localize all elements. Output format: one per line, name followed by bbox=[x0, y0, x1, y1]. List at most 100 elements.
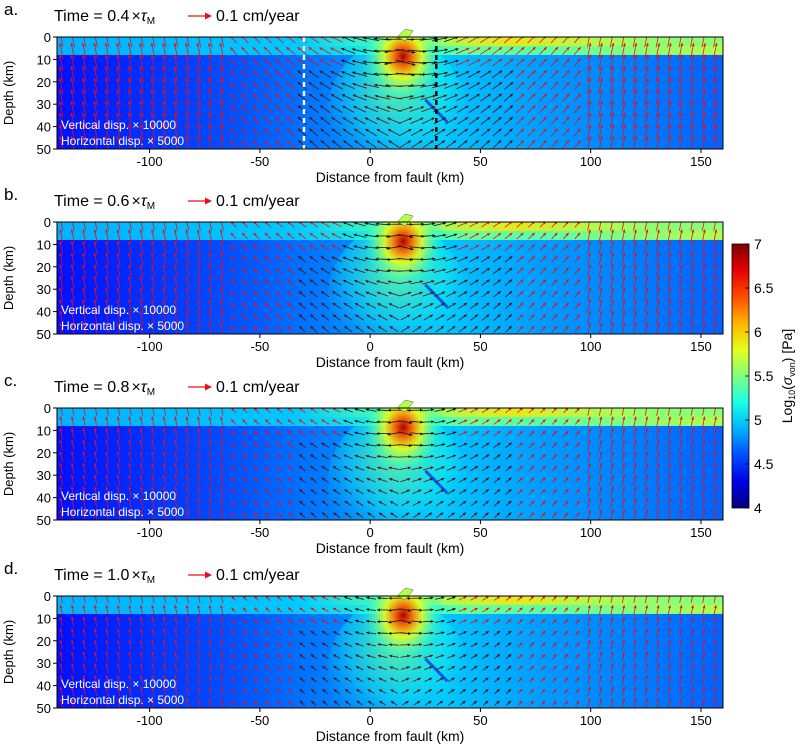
velocity-arrowhead bbox=[185, 674, 189, 679]
velocity-arrowhead bbox=[208, 509, 212, 513]
velocity-arrowhead bbox=[554, 279, 558, 283]
velocity-arrowhead bbox=[310, 489, 314, 493]
velocity-arrow bbox=[656, 222, 659, 231]
velocity-arrowhead bbox=[599, 311, 603, 315]
velocity-arrowhead bbox=[553, 465, 557, 470]
velocity-arrowhead bbox=[128, 439, 132, 444]
velocity-arrowhead bbox=[150, 77, 154, 82]
x-tick-label: 50 bbox=[473, 713, 487, 728]
velocity-arrowhead bbox=[364, 117, 369, 121]
velocity-arrowhead bbox=[150, 299, 154, 303]
velocity-arrowhead bbox=[496, 630, 501, 634]
velocity-arrowhead bbox=[444, 37, 448, 40]
velocity-arrowhead bbox=[253, 222, 257, 225]
velocity-arrowhead bbox=[162, 640, 166, 644]
velocity-arrowhead bbox=[463, 454, 468, 458]
velocity-arrowhead bbox=[610, 605, 614, 609]
velocity-arrowhead bbox=[691, 66, 695, 70]
velocity-arrow bbox=[140, 222, 144, 231]
velocity-arrowhead bbox=[299, 619, 303, 623]
velocity-arrow bbox=[395, 72, 415, 76]
velocity-arrowhead bbox=[464, 291, 468, 295]
velocity-arrowhead bbox=[691, 252, 695, 257]
velocity-arrowhead bbox=[542, 477, 546, 481]
velocity-arrowhead bbox=[242, 596, 246, 600]
velocity-arrowhead bbox=[298, 431, 303, 435]
velocity-arrowhead bbox=[702, 616, 706, 620]
velocity-arrowhead bbox=[463, 431, 468, 435]
velocity-arrowhead bbox=[530, 654, 534, 658]
velocity-arrowhead bbox=[331, 279, 336, 283]
velocity-arrowhead bbox=[430, 643, 434, 646]
velocity-arrowhead bbox=[476, 82, 481, 86]
velocity-arrowhead bbox=[219, 77, 223, 82]
velocity-arrow bbox=[83, 408, 86, 416]
velocity-arrowhead bbox=[127, 112, 131, 117]
velocity-arrow bbox=[140, 596, 144, 604]
velocity-arrowhead bbox=[208, 640, 212, 644]
velocity-arrowhead bbox=[116, 77, 120, 82]
velocity-arrowhead bbox=[366, 631, 370, 635]
velocity-arrowhead bbox=[714, 218, 717, 221]
fault-surface-wedge bbox=[396, 213, 414, 227]
velocity-arrowhead bbox=[264, 291, 269, 295]
velocity-arrowhead bbox=[388, 620, 392, 624]
velocity-arrowhead bbox=[645, 124, 649, 128]
y-tick-label: 20 bbox=[37, 446, 51, 461]
velocity-arrowhead bbox=[343, 443, 347, 446]
velocity-arrowhead bbox=[287, 267, 291, 271]
velocity-arrowhead bbox=[277, 700, 281, 704]
velocity-arrowhead bbox=[197, 509, 200, 513]
velocity-arrowhead bbox=[59, 416, 63, 420]
velocity-arrowhead bbox=[104, 54, 108, 58]
x-tick-label: 100 bbox=[580, 525, 602, 540]
velocity-arrowhead bbox=[714, 486, 718, 490]
x-tick-label: 150 bbox=[690, 525, 712, 540]
velocity-arrowhead bbox=[208, 54, 211, 58]
velocity-arrowhead bbox=[242, 244, 246, 248]
velocity-arrowhead bbox=[185, 101, 189, 105]
velocity-arrowhead bbox=[354, 303, 359, 306]
velocity-arrowhead bbox=[542, 665, 546, 670]
velocity-arrowhead bbox=[576, 279, 581, 283]
velocity-arrowhead bbox=[287, 442, 292, 446]
velocity-arrowhead bbox=[299, 700, 304, 704]
velocity-arrowhead bbox=[576, 430, 580, 435]
velocity-arrowhead bbox=[553, 489, 557, 493]
velocity-arrowhead bbox=[703, 31, 706, 34]
velocity-arrowhead bbox=[691, 299, 695, 303]
velocity-arrowhead bbox=[610, 451, 614, 455]
velocity-arrowhead bbox=[82, 674, 86, 679]
velocity-arrowhead bbox=[59, 509, 63, 513]
velocity-arrow bbox=[713, 37, 716, 48]
velocity-arrowhead bbox=[576, 642, 580, 646]
velocity-arrowhead bbox=[462, 689, 466, 693]
velocity-arrowhead bbox=[162, 31, 165, 34]
velocity-arrowhead bbox=[297, 82, 301, 86]
legend-arrow-head bbox=[205, 197, 212, 205]
velocity-arrowhead bbox=[509, 267, 513, 271]
velocity-arrowhead bbox=[93, 474, 97, 478]
velocity-arrowhead bbox=[420, 432, 424, 436]
velocity-arrow bbox=[175, 222, 178, 231]
velocity-arrowhead bbox=[321, 631, 326, 634]
velocity-arrowhead bbox=[408, 631, 412, 635]
velocity-arrowhead bbox=[634, 311, 637, 315]
velocity-arrowhead bbox=[310, 314, 314, 318]
velocity-arrowhead bbox=[322, 677, 326, 681]
velocity-arrowhead bbox=[576, 314, 580, 318]
velocity-arrowhead bbox=[373, 37, 377, 41]
velocity-arrowhead bbox=[230, 128, 234, 132]
velocity-arrow bbox=[221, 596, 224, 604]
velocity-arrowhead bbox=[576, 222, 580, 225]
velocity-arrowhead bbox=[70, 287, 74, 291]
velocity-arrowhead bbox=[521, 47, 525, 51]
velocity-arrowhead bbox=[496, 619, 501, 623]
velocity-arrowhead bbox=[162, 287, 166, 291]
velocity-arrowhead bbox=[276, 267, 280, 271]
velocity-arrowhead bbox=[356, 689, 360, 693]
velocity-arrowhead bbox=[310, 419, 314, 423]
velocity-arrowhead bbox=[554, 58, 559, 62]
velocity-arrowhead bbox=[622, 54, 626, 58]
velocity-arrowhead bbox=[71, 605, 74, 609]
